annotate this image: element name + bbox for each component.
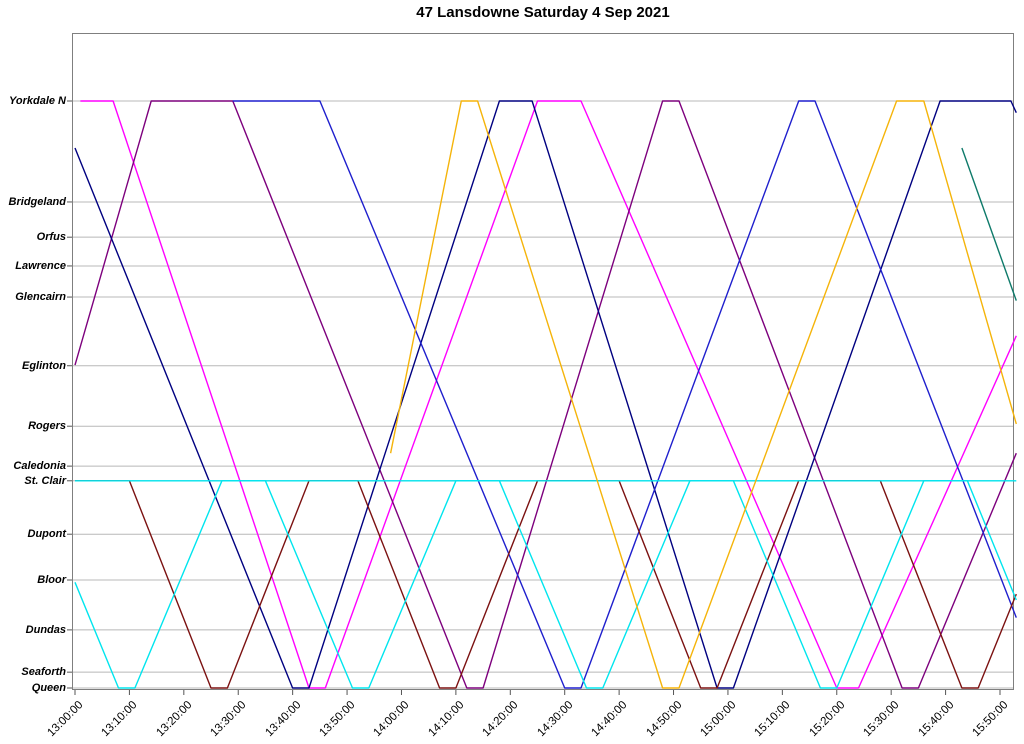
series-run-orange bbox=[389, 100, 1017, 689]
station-label-seaforth: Seaforth bbox=[21, 666, 66, 679]
station-label-yorkdale-n: Yorkdale N bbox=[8, 95, 66, 107]
station-label-dupont: Dupont bbox=[27, 528, 66, 541]
series-run-navy-1 bbox=[74, 100, 1017, 689]
series-run-magenta bbox=[80, 100, 1017, 689]
series-run-cyan-shuttle bbox=[74, 480, 1017, 689]
station-label-eglinton: Eglinton bbox=[22, 359, 66, 372]
station-label-glencairn: Glencairn bbox=[15, 291, 66, 304]
station-label-st-clair: St. Clair bbox=[24, 474, 66, 487]
station-label-bridgeland: Bridgeland bbox=[8, 195, 66, 208]
series-run-maroon bbox=[75, 480, 1017, 689]
series-run-teal bbox=[961, 147, 1017, 301]
station-label-rogers: Rogers bbox=[28, 420, 66, 433]
station-label-bloor: Bloor bbox=[37, 573, 66, 586]
series-run-blue-2 bbox=[232, 100, 1017, 689]
series-run-purple bbox=[74, 100, 1017, 689]
station-label-orfus: Orfus bbox=[36, 231, 66, 244]
station-label-caledonia: Caledonia bbox=[13, 460, 66, 473]
chart-title: 47 Lansdowne Saturday 4 Sep 2021 bbox=[416, 4, 670, 21]
station-label-dundas: Dundas bbox=[25, 623, 66, 636]
station-label-lawrence: Lawrence bbox=[15, 259, 66, 272]
station-label-queen: Queen bbox=[31, 682, 66, 694]
plot-area bbox=[72, 33, 1014, 690]
